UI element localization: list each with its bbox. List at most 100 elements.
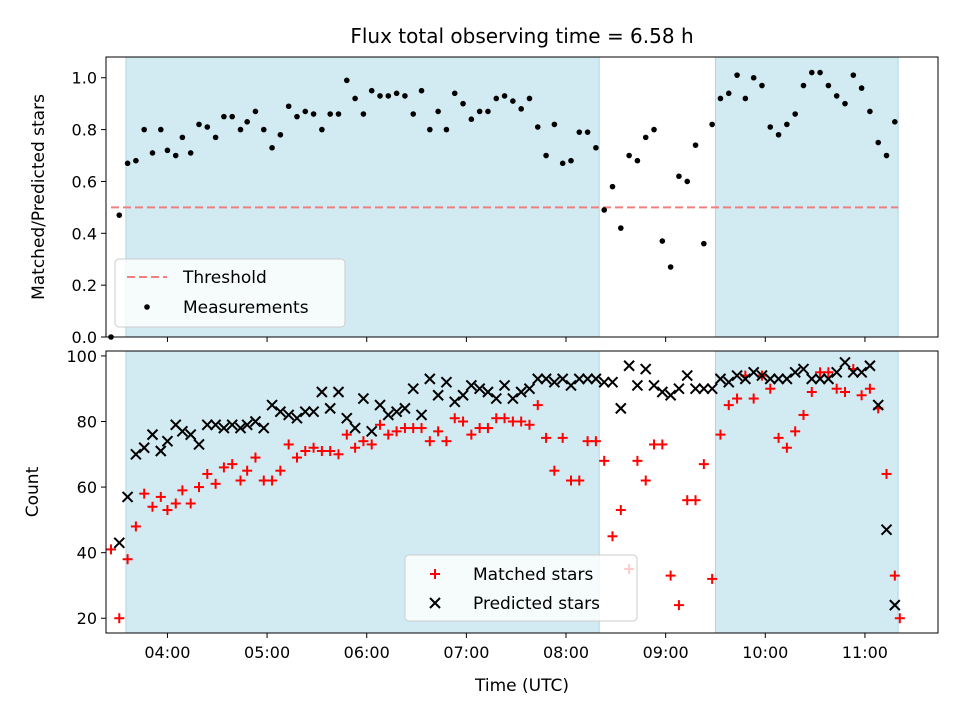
predicted-star-stroke	[631, 379, 644, 392]
matched-star-point	[350, 442, 361, 453]
measurement-point	[124, 160, 131, 167]
measurement-point	[294, 113, 300, 120]
predicted-star-stroke	[548, 376, 561, 388]
predicted-star-point	[234, 422, 247, 434]
predicted-star-point	[482, 386, 494, 398]
predicted-star-point	[839, 356, 851, 369]
predicted-star-stroke	[249, 415, 262, 428]
predicted-star-point	[218, 422, 230, 434]
predicted-star-point	[515, 386, 527, 398]
measurement-point	[310, 111, 317, 117]
predicted-star-stroke	[540, 373, 552, 385]
predicted-star-stroke	[706, 383, 718, 395]
measurement-point	[892, 119, 898, 125]
measurement-point	[485, 108, 491, 115]
matched-star-point	[416, 423, 427, 434]
plot-frame	[105, 56, 939, 338]
predicted-star-stroke	[332, 386, 345, 398]
matched-star-point	[590, 436, 601, 447]
matched-star-point	[673, 600, 684, 611]
legend-measurement-label: Measurements	[183, 298, 309, 318]
predicted-star-stroke	[374, 399, 386, 411]
predicted-star-stroke	[324, 402, 336, 415]
predicted-star-stroke	[640, 363, 652, 375]
y-axis-title: Count	[23, 466, 43, 517]
matched-star-point	[549, 465, 560, 476]
y-tick-label: 40	[77, 544, 97, 563]
predicted-star-point	[797, 363, 810, 375]
measurement-point	[352, 95, 358, 102]
matched-star-point	[881, 468, 892, 479]
measurement-point	[468, 116, 475, 123]
predicted-star-stroke	[723, 376, 735, 388]
predicted-star-point	[714, 373, 727, 385]
shaded-interval-2	[715, 351, 899, 633]
predicted-star-stroke	[756, 369, 768, 382]
predicted-star-stroke	[889, 599, 901, 611]
predicted-star-stroke	[209, 419, 222, 431]
predicted-star-stroke	[747, 366, 760, 379]
measurement-point	[717, 95, 724, 102]
matched-star-point	[831, 383, 842, 394]
predicted-star-point	[706, 383, 718, 395]
predicted-star-stroke	[234, 422, 247, 434]
predicted-star-stroke	[839, 356, 851, 369]
measurement-point	[568, 157, 574, 164]
measurement-point	[676, 173, 682, 180]
measurement-point	[518, 106, 524, 112]
matched-star-point	[632, 455, 643, 466]
matched-star-point	[139, 488, 150, 499]
predicted-star-stroke	[299, 405, 311, 418]
matched-star-point	[864, 383, 875, 394]
measurement-point	[172, 152, 179, 159]
predicted-star-stroke	[457, 389, 469, 401]
predicted-star-point	[498, 379, 511, 392]
measurement-point	[368, 87, 375, 94]
x-axis-title: Time (UTC)	[474, 676, 569, 696]
matched-star-point	[275, 465, 286, 476]
measurement-point	[775, 131, 782, 138]
predicted-star-stroke	[623, 360, 635, 372]
measurement-point	[360, 111, 367, 117]
matched-star-point	[698, 459, 709, 470]
chart-title: Flux total observing time = 6.58 h	[350, 24, 693, 48]
predicted-star-point	[756, 369, 768, 382]
predicted-star-point	[872, 399, 884, 411]
predicted-star-point	[648, 379, 660, 392]
predicted-star-stroke	[515, 386, 527, 398]
measurement-point	[212, 134, 219, 141]
predicted-star-point	[747, 366, 760, 379]
matched-star-point	[715, 429, 726, 440]
predicted-star-point	[631, 379, 644, 392]
predicted-star-stroke	[176, 425, 189, 438]
predicted-star-stroke	[880, 524, 893, 536]
predicted-star-stroke	[357, 392, 370, 405]
predicted-star-point	[266, 399, 278, 411]
matched-star-point	[773, 432, 784, 443]
y-tick-label: 0.0	[72, 328, 97, 347]
measurement-point	[767, 124, 774, 130]
matched-star-point	[147, 501, 158, 512]
measurement-point	[402, 93, 408, 99]
measurement-point	[883, 152, 890, 159]
measurement-point	[443, 126, 450, 133]
predicted-star-point	[184, 428, 197, 441]
matched-star-point	[250, 452, 261, 463]
matched-star-point	[894, 613, 905, 624]
y-tick-label: 0.8	[72, 121, 97, 140]
predicted-star-point	[241, 419, 253, 431]
predicted-star-point	[590, 373, 602, 385]
predicted-star-point	[581, 373, 594, 385]
matched-star-point	[458, 416, 469, 427]
measurement-point	[141, 126, 147, 133]
x-tick-label: 05:00	[244, 643, 290, 662]
y-tick-label: 0.2	[72, 276, 97, 295]
measurement-point	[435, 108, 441, 115]
predicted-star-point	[739, 373, 752, 385]
matched-star-point	[358, 436, 369, 447]
legend-matched-label: Matched stars	[473, 565, 593, 585]
predicted-star-point	[855, 366, 868, 379]
matched-star-point	[856, 390, 867, 401]
matched-star-point	[748, 393, 759, 404]
legend-predicted-label: Predicted stars	[473, 594, 600, 614]
